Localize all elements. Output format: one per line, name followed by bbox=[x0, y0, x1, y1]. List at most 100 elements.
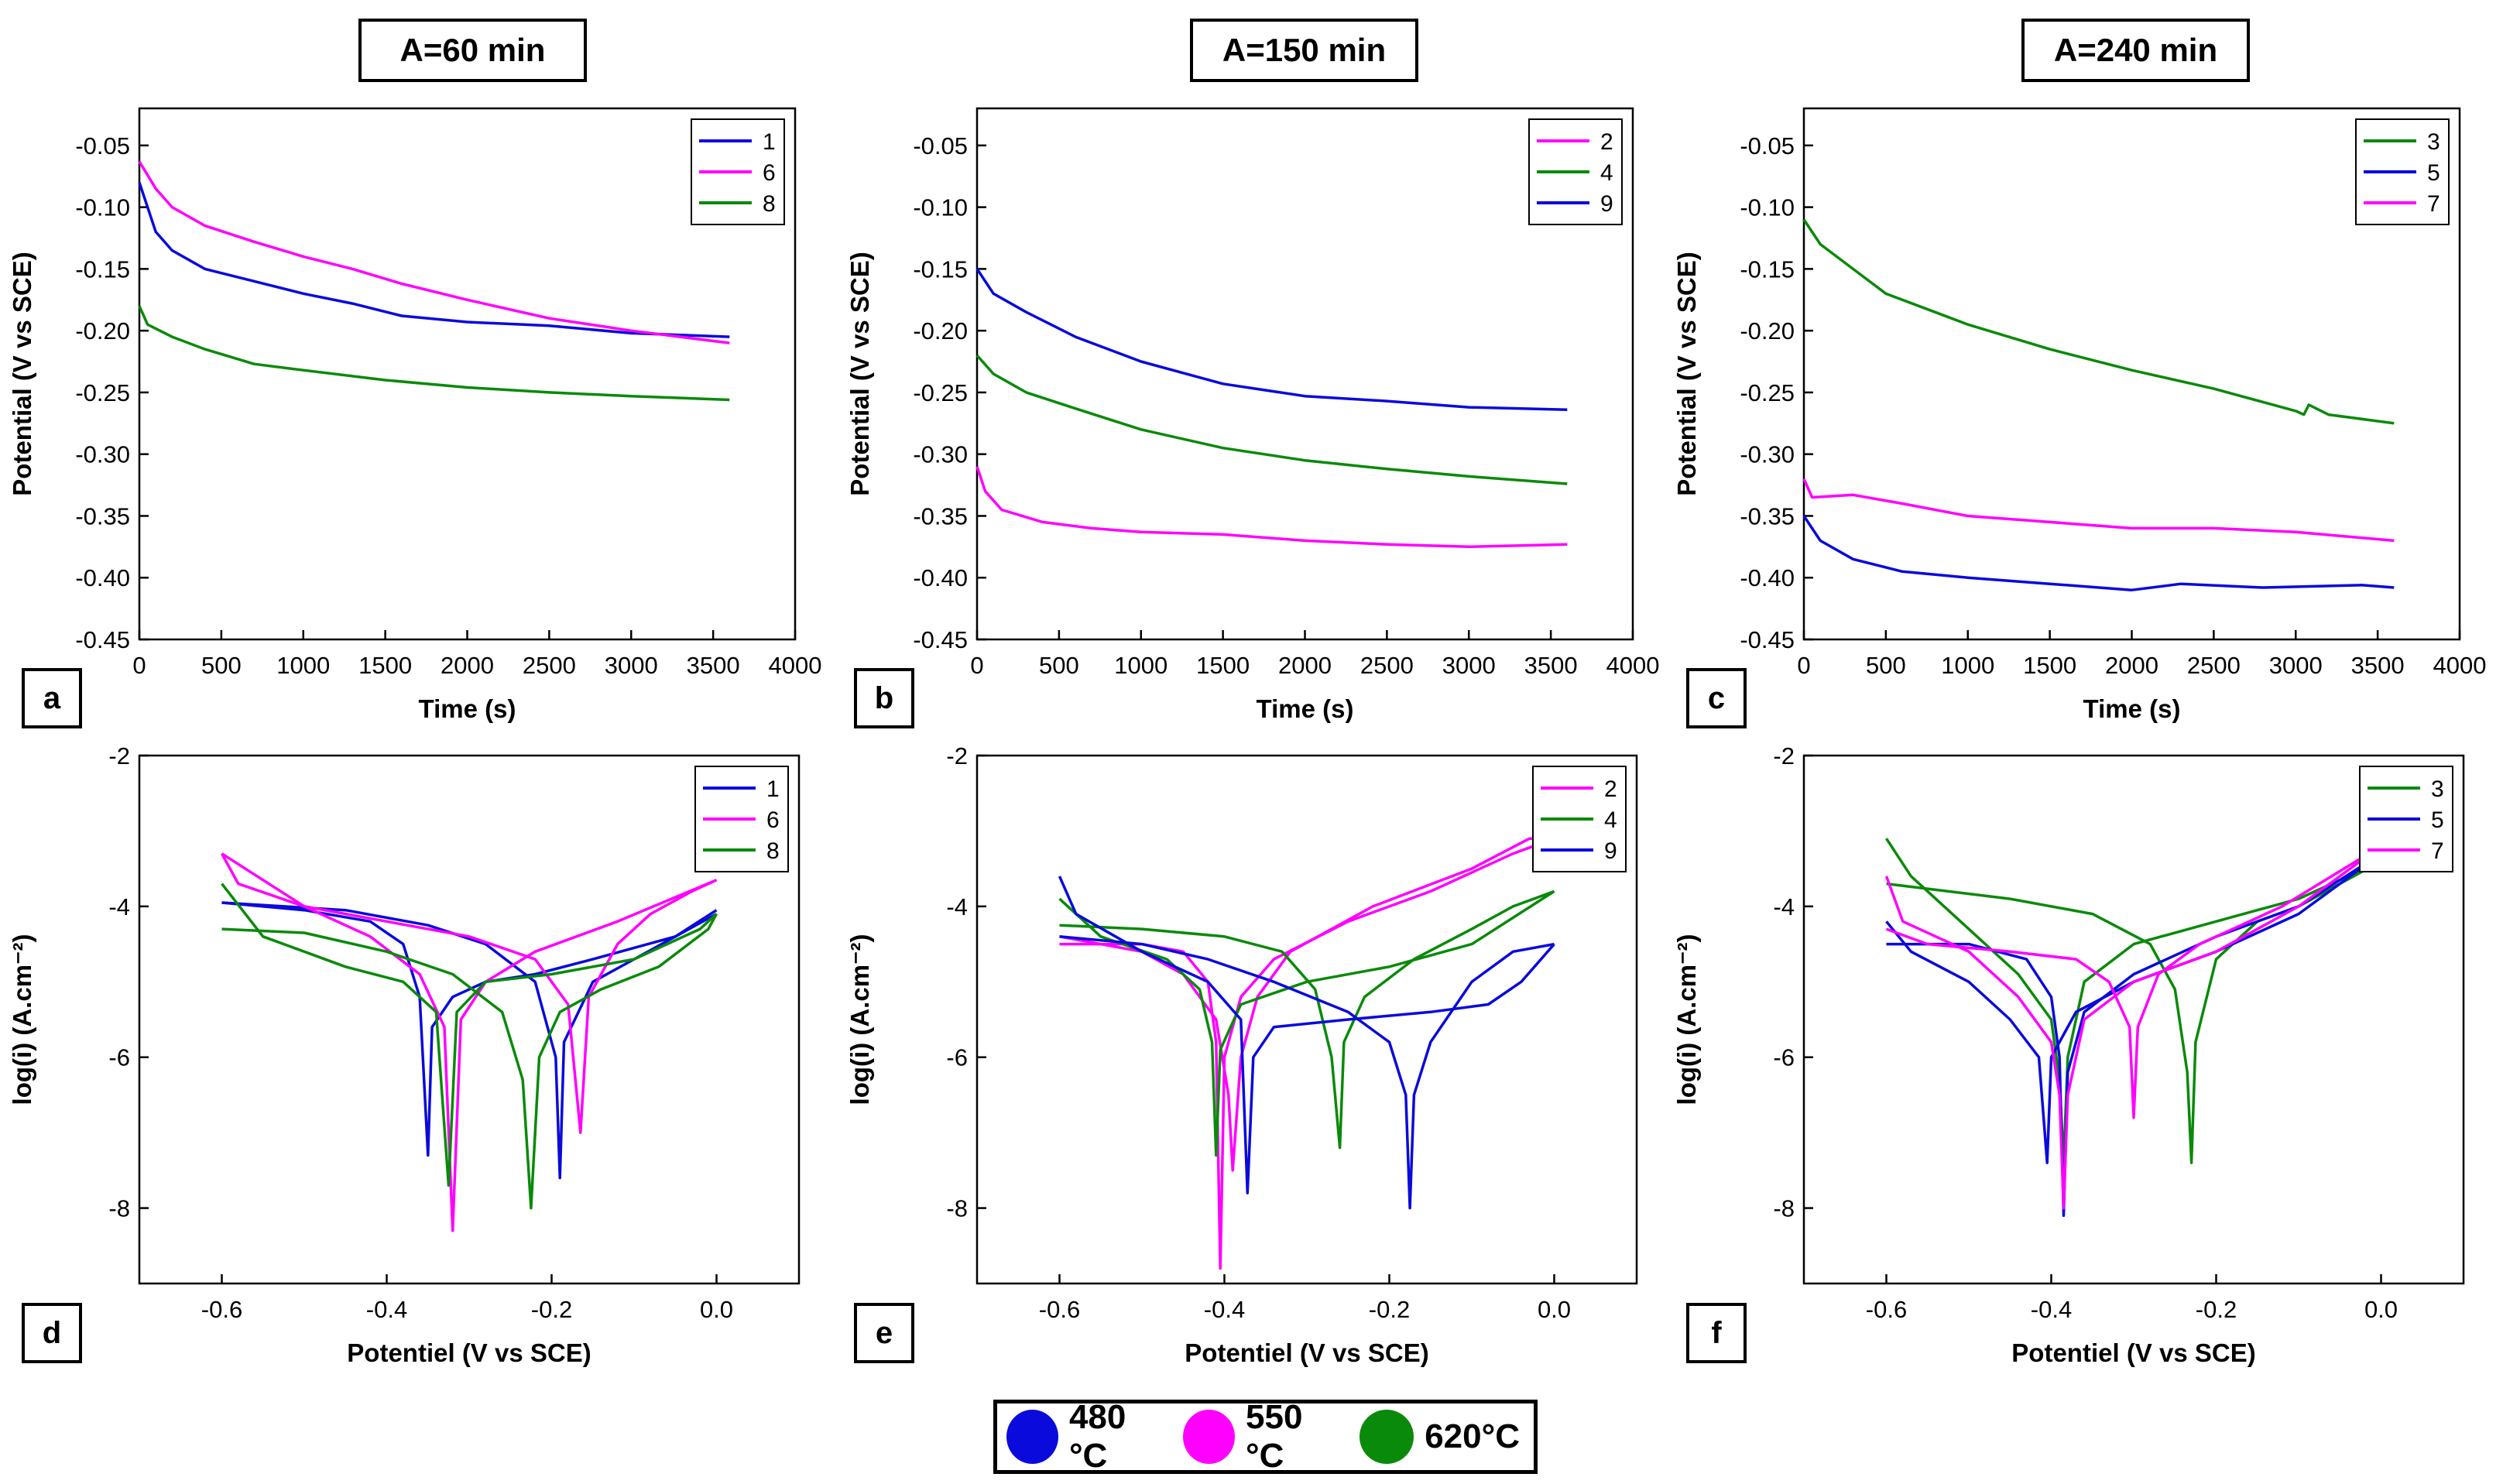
x-tick-label: 0 bbox=[132, 652, 146, 679]
y-tick-label: -0.30 bbox=[913, 441, 968, 468]
legend-label: 9 bbox=[1600, 191, 1613, 217]
series-line-6 bbox=[220, 852, 718, 1232]
y-tick-label: -4 bbox=[108, 893, 130, 920]
y-tick-label: -0.35 bbox=[913, 502, 968, 530]
legend-label: 1 bbox=[763, 129, 776, 155]
panel-letter-b: b bbox=[854, 668, 914, 728]
y-tick-label: -0.10 bbox=[913, 194, 968, 221]
series-line-3 bbox=[1802, 218, 2395, 425]
temperature-legend: 480 °C 550 °C 620°C bbox=[993, 1398, 1538, 1475]
y-tick-label: -2 bbox=[108, 742, 130, 769]
x-tick-label: 0 bbox=[1797, 652, 1810, 679]
x-tick-label: 2000 bbox=[2105, 652, 2158, 679]
x-tick-label: 2000 bbox=[441, 652, 494, 679]
series-line-8 bbox=[138, 305, 730, 402]
y-tick-label: -0.25 bbox=[75, 379, 130, 406]
y-tick-label: -4 bbox=[1773, 893, 1795, 920]
series-line-7 bbox=[1885, 845, 2382, 1119]
y-tick-label: -0.35 bbox=[1740, 502, 1795, 530]
x-tick-label: 3500 bbox=[687, 652, 740, 679]
x-axis-label: Time (s) bbox=[419, 694, 516, 723]
x-tick-label: -0.4 bbox=[1204, 1296, 1245, 1323]
series-line-4 bbox=[1058, 889, 1555, 1157]
series-line-3 bbox=[1885, 838, 2382, 1164]
temperature-dot-550 bbox=[1183, 1410, 1236, 1464]
series-line-4 bbox=[1059, 889, 1555, 1150]
x-tick-label: 1500 bbox=[2023, 652, 2076, 679]
x-tick-label: 1000 bbox=[1114, 652, 1167, 679]
x-tick-label: -0.2 bbox=[2196, 1296, 2237, 1323]
x-tick-label: -0.2 bbox=[531, 1296, 572, 1323]
y-axis-label: Potential (V vs SCE) bbox=[8, 252, 36, 495]
series-line-5 bbox=[1802, 515, 2395, 591]
x-tick-label: 1500 bbox=[1196, 652, 1250, 679]
temperature-legend-item: 620°C bbox=[1360, 1410, 1520, 1464]
legend-label: 6 bbox=[763, 160, 776, 186]
legend-label: 7 bbox=[2427, 191, 2440, 217]
panel-letter-a: a bbox=[22, 668, 82, 728]
x-tick-label: 0.0 bbox=[700, 1296, 733, 1323]
panel-letter-c: c bbox=[1686, 668, 1747, 728]
x-tick-label: 2000 bbox=[1278, 652, 1332, 679]
series-line-9 bbox=[975, 268, 1568, 412]
x-tick-label: 2500 bbox=[2187, 652, 2241, 679]
y-tick-label: -2 bbox=[946, 742, 968, 769]
legend-label: 5 bbox=[2431, 807, 2444, 833]
y-tick-label: -0.15 bbox=[913, 255, 968, 283]
x-tick-label: 500 bbox=[1039, 652, 1079, 679]
chart-panel-0: 0 500 1000 1500 2000 2500 3000 3500 4000 -0.05 -0.… bbox=[8, 107, 821, 723]
plot-frame bbox=[1802, 754, 2465, 1285]
panel-letter-e: e bbox=[854, 1303, 914, 1363]
temperature-label-620: 620°C bbox=[1425, 1417, 1520, 1455]
x-axis-label: Time (s) bbox=[2083, 694, 2181, 723]
y-tick-label: -0.45 bbox=[1740, 626, 1795, 653]
x-tick-label: 500 bbox=[201, 652, 242, 679]
x-tick-label: 3500 bbox=[2351, 652, 2405, 679]
x-tick-label: 3000 bbox=[2269, 652, 2323, 679]
legend-label: 8 bbox=[763, 191, 776, 217]
y-tick-label: -6 bbox=[946, 1044, 968, 1071]
series-line-7 bbox=[1802, 478, 2395, 543]
x-tick-label: 4000 bbox=[2433, 652, 2487, 679]
x-tick-label: 1500 bbox=[358, 652, 412, 679]
series-line-8 bbox=[221, 883, 718, 1188]
y-axis-label: Potential (V vs SCE) bbox=[1672, 252, 1701, 495]
header-60-min: A=60 min bbox=[358, 19, 587, 82]
y-tick-label: -0.15 bbox=[75, 255, 130, 283]
x-axis-label: Potentiel (V vs SCE) bbox=[347, 1338, 591, 1367]
series-line-1 bbox=[221, 901, 718, 1180]
temperature-legend-item: 550 °C bbox=[1183, 1398, 1346, 1475]
x-tick-label: 1000 bbox=[276, 652, 330, 679]
x-tick-label: 0.0 bbox=[2364, 1296, 2398, 1323]
chart-panel-5: -0.6 -0.4 -0.2 0.0 -2 -4 -6 -8 Potentiel (V vs S… bbox=[1672, 742, 2465, 1367]
series-line-2 bbox=[1059, 837, 1555, 1270]
y-tick-label: -0.25 bbox=[1740, 379, 1795, 406]
legend-label: 2 bbox=[1600, 129, 1613, 155]
legend-label: 5 bbox=[2427, 160, 2440, 186]
y-tick-label: -0.40 bbox=[75, 564, 130, 591]
chart-panel-4: -0.6 -0.4 -0.2 0.0 -2 -4 -6 -8 Potentiel (V vs S… bbox=[845, 742, 1638, 1367]
legend-label: 1 bbox=[766, 776, 780, 802]
temperature-label-550: 550 °C bbox=[1246, 1398, 1303, 1475]
y-tick-label: -6 bbox=[1773, 1044, 1795, 1071]
y-axis-label: log(i) (A.cm⁻²) bbox=[8, 934, 36, 1105]
y-tick-label: -0.10 bbox=[75, 194, 130, 221]
y-tick-label: -8 bbox=[1773, 1195, 1795, 1222]
series-line-1 bbox=[221, 901, 718, 1157]
x-tick-label: -0.6 bbox=[201, 1296, 242, 1323]
y-tick-label: -0.20 bbox=[75, 317, 130, 344]
y-axis-label: log(i) (A.cm⁻²) bbox=[1672, 934, 1701, 1105]
y-tick-label: -0.35 bbox=[75, 502, 130, 530]
series-line-7 bbox=[1884, 845, 2382, 1210]
legend-label: 6 bbox=[766, 807, 780, 833]
y-tick-label: -8 bbox=[108, 1195, 130, 1222]
legend-label: 4 bbox=[1604, 807, 1617, 833]
y-tick-label: -0.20 bbox=[913, 317, 968, 344]
series-line-4 bbox=[975, 354, 1568, 485]
series-line-9 bbox=[1058, 876, 1555, 1194]
x-tick-label: 2500 bbox=[523, 652, 576, 679]
series-line-8 bbox=[221, 913, 718, 1210]
y-tick-label: -4 bbox=[946, 893, 968, 920]
y-tick-label: -0.40 bbox=[1740, 564, 1795, 591]
